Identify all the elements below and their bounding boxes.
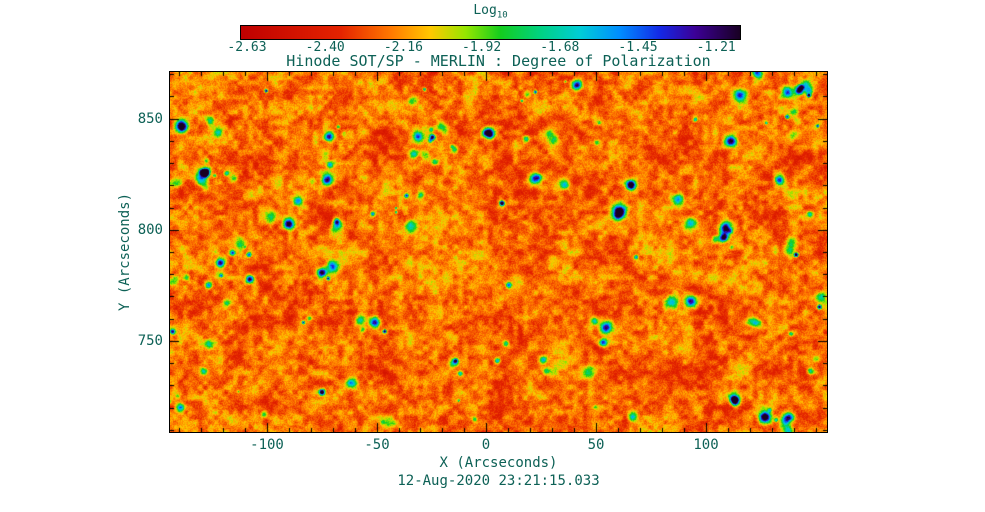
- x-tick-label: 50: [587, 437, 605, 453]
- x-tick-label: -50: [364, 437, 390, 453]
- y-axis-label: Y (Arcseconds): [117, 192, 133, 312]
- y-tick-label: 800: [137, 222, 163, 238]
- colorbar-title-text: Log: [473, 3, 497, 18]
- y-tick-label: 850: [137, 111, 163, 127]
- timestamp: 12-Aug-2020 23:21:15.033: [397, 473, 600, 489]
- colorbar-tick-label: -2.16: [383, 40, 423, 55]
- plot-title: Hinode SOT/SP - MERLIN : Degree of Polar…: [286, 52, 711, 70]
- colorbar-tick-label: -2.63: [227, 40, 267, 55]
- heatmap-canvas: [169, 71, 828, 433]
- colorbar-tick-label: -1.68: [540, 40, 580, 55]
- colorbar-tick-labels: -2.63 -2.40 -2.16 -1.92 -1.68 -1.45 -1.21: [227, 40, 740, 55]
- colorbar-gradient: [240, 25, 741, 40]
- colorbar-title: Log10: [241, 3, 740, 21]
- colorbar-tick-label: -2.40: [305, 40, 345, 55]
- colorbar-tick-label: -1.92: [462, 40, 502, 55]
- x-tick-label: 0: [481, 437, 491, 453]
- colorbar-tick-label: -1.45: [618, 40, 658, 55]
- x-tick-label: 100: [693, 437, 719, 453]
- colorbar-tick-label: -1.21: [696, 40, 736, 55]
- y-tick-label: 750: [137, 333, 163, 349]
- colorbar-title-subscript: 10: [496, 10, 508, 21]
- x-tick-label: -100: [250, 437, 284, 453]
- x-axis-label: X (Arcseconds): [439, 455, 558, 471]
